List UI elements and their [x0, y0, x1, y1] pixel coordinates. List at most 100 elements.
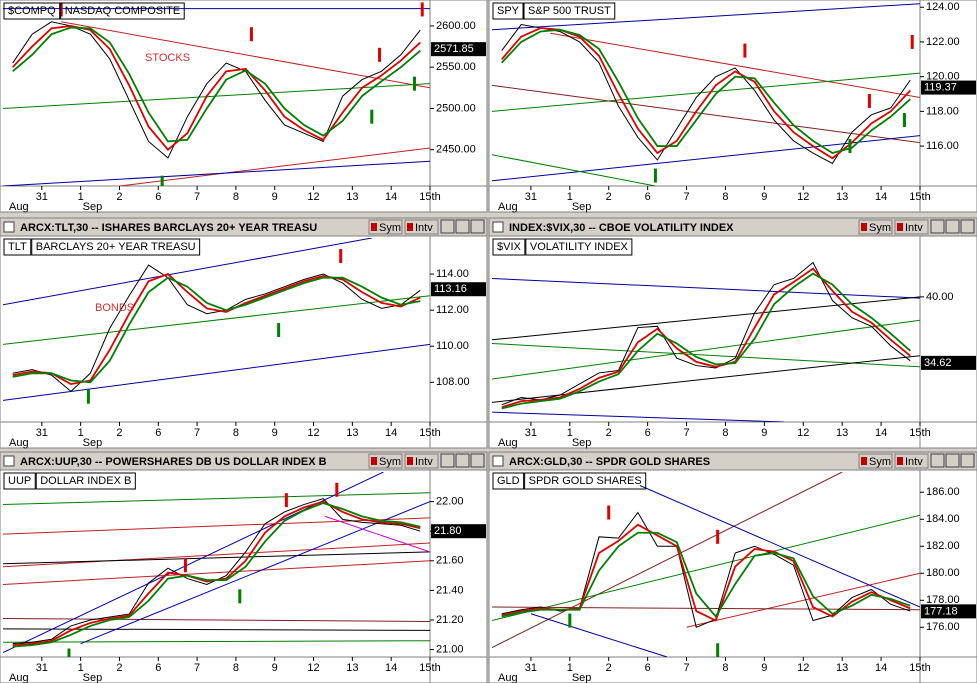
plot-area	[492, 3, 920, 186]
x-tick-label: 31	[36, 427, 48, 439]
toolbar-button[interactable]	[894, 453, 929, 469]
x-tick-label: 9	[761, 427, 767, 439]
trendline	[492, 72, 920, 112]
description-box	[525, 238, 633, 256]
trendline	[492, 514, 920, 622]
toolbar-button-label[interactable]: Sym	[379, 222, 401, 234]
x-tick-label: 31	[525, 191, 537, 203]
title-bar	[488, 217, 977, 237]
x-tick-label: 8	[233, 191, 239, 203]
x-tick-label: 14	[385, 662, 397, 674]
maximize-button[interactable]	[945, 453, 960, 468]
symbol-box	[492, 238, 526, 256]
toolbar-button[interactable]	[404, 219, 439, 235]
signal-marker	[568, 613, 572, 628]
x-tick-label: 7	[683, 191, 689, 203]
toolbar-button-label[interactable]: Intv	[905, 222, 923, 234]
y-tick-label: 118.00	[926, 105, 959, 117]
minimize-button[interactable]	[440, 219, 455, 234]
plot-area	[492, 472, 920, 657]
button-icon	[861, 223, 867, 231]
symbol-label: TLT	[8, 241, 27, 253]
x-tick-label: 9	[761, 191, 767, 203]
trendline	[3, 542, 430, 568]
trendline	[119, 147, 430, 186]
toolbar-button[interactable]	[858, 453, 893, 469]
month-label: Aug	[498, 437, 518, 449]
toolbar-button-label[interactable]: Intv	[415, 222, 433, 234]
x-tick-label: 31	[36, 191, 48, 203]
maximize-button[interactable]	[455, 453, 470, 468]
minimize-button[interactable]	[930, 453, 945, 468]
symbol-box	[3, 472, 36, 490]
toolbar-button[interactable]	[894, 219, 929, 235]
month-label: Sep	[83, 201, 103, 213]
trendline	[3, 160, 430, 186]
price-line	[501, 24, 911, 165]
minimize-button[interactable]	[930, 219, 945, 234]
panel	[0, 0, 488, 213]
toolbar-button[interactable]	[404, 453, 439, 469]
button-icon	[897, 223, 903, 231]
maximize-button[interactable]	[455, 219, 470, 234]
y-tick-label: 2500.00	[436, 102, 476, 114]
toolbar-button-label[interactable]: Sym	[379, 456, 401, 468]
x-tick-label: 13	[346, 662, 358, 674]
window-icon	[492, 221, 504, 233]
window-title: ARCX:TLT,30 -- ISHARES BARCLAYS 20+ YEAR…	[20, 222, 317, 234]
toolbar-button-label[interactable]: Intv	[905, 456, 923, 468]
x-tick-label: 15th	[909, 427, 930, 439]
x-tick-label: 9	[272, 662, 278, 674]
x-tick-label: 1	[567, 191, 573, 203]
plot-area	[3, 238, 430, 404]
x-tick-label: 1	[78, 191, 84, 203]
trendline	[492, 84, 920, 144]
trendline	[492, 277, 920, 299]
minimize-button[interactable]	[440, 453, 455, 468]
trendline	[550, 32, 920, 98]
signal-marker	[653, 168, 657, 183]
x-tick-label: 31	[525, 662, 537, 674]
symbol-label: GLD	[497, 475, 520, 487]
close-button[interactable]	[470, 219, 485, 234]
maximize-button[interactable]	[945, 219, 960, 234]
close-button[interactable]	[960, 219, 975, 234]
moving-average	[12, 276, 421, 384]
last-price-box	[921, 80, 976, 95]
x-tick-label: 14	[875, 191, 887, 203]
toolbar-button[interactable]	[368, 219, 403, 235]
annotation: STOCKS	[145, 52, 190, 64]
trendline	[530, 613, 668, 657]
toolbar-button-label[interactable]: Sym	[869, 222, 891, 234]
y-tick-label: 124.00	[926, 1, 960, 13]
x-tick-label: 13	[346, 191, 358, 203]
trendline	[80, 501, 430, 645]
close-button[interactable]	[960, 453, 975, 468]
trendline	[3, 83, 430, 109]
x-tick-label: 1	[78, 427, 84, 439]
moving-average	[12, 502, 421, 648]
button-icon	[861, 457, 867, 465]
panel	[488, 217, 977, 449]
y-tick-label: 116.00	[926, 140, 959, 152]
trendline	[492, 154, 656, 186]
close-button[interactable]	[470, 453, 485, 468]
trendline	[325, 515, 430, 553]
last-price-label: 2571.85	[434, 43, 474, 55]
month-label: Aug	[498, 672, 518, 683]
trendline	[492, 342, 920, 368]
signal-marker	[335, 482, 339, 497]
toolbar-button-label[interactable]: Intv	[415, 456, 433, 468]
panel	[488, 451, 977, 683]
signal-marker	[370, 109, 374, 124]
description-box	[524, 472, 647, 490]
toolbar-button[interactable]	[858, 219, 893, 235]
trendline	[3, 295, 430, 345]
plot-area	[3, 472, 430, 657]
y-tick-label: 2450.00	[436, 144, 476, 156]
moving-average	[501, 272, 911, 410]
toolbar-button-label[interactable]: Sym	[869, 456, 891, 468]
signal-marker	[867, 93, 871, 108]
x-tick-label: 13	[346, 427, 358, 439]
toolbar-button[interactable]	[368, 453, 403, 469]
